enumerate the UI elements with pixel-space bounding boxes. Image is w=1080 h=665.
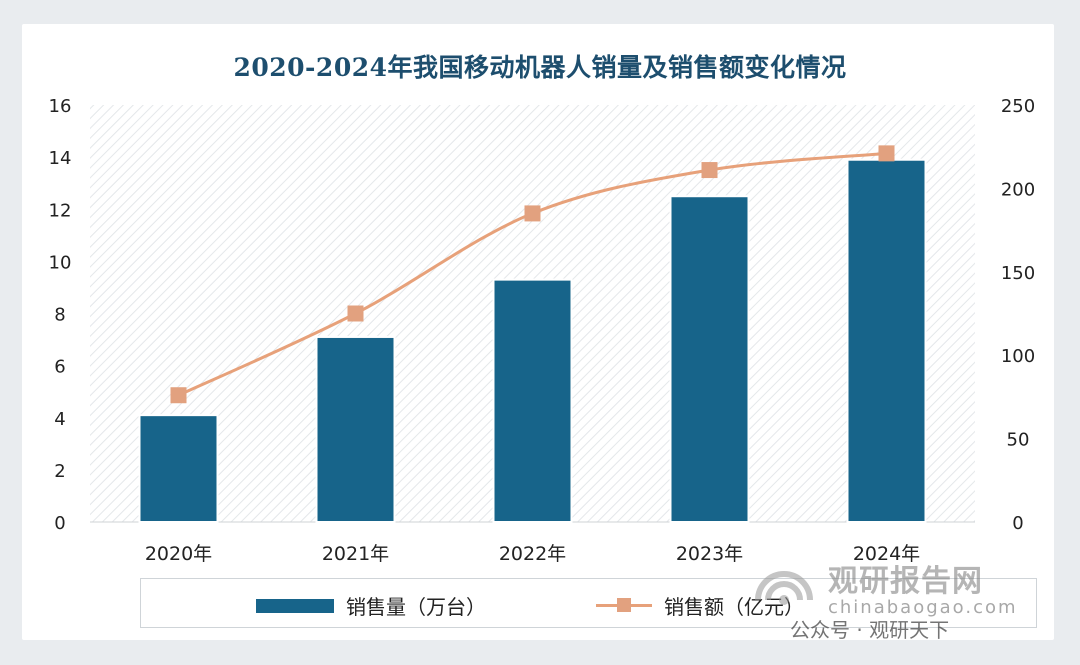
legend-line-swatch: [596, 598, 652, 612]
y-right-tick-label: 50: [1007, 430, 1030, 451]
x-tick-label: 2023年: [676, 543, 743, 565]
legend-label: 销售量（万台）: [346, 595, 486, 619]
point-sales-revenue: [524, 205, 541, 222]
bar-sales-volume: [846, 158, 927, 523]
point-sales-revenue: [170, 387, 187, 404]
y-left-tick-label: 14: [49, 148, 72, 169]
y-right-tick-label: 100: [1001, 346, 1035, 367]
y-left-tick-label: 6: [54, 357, 65, 378]
y-left-tick-label: 2: [54, 461, 65, 482]
x-tick-label: 2024年: [853, 543, 920, 565]
y-left-tick-label: 8: [54, 305, 65, 326]
y-left-tick-label: 12: [49, 200, 72, 221]
bar-sales-volume: [138, 414, 219, 523]
legend-bar-swatch: [256, 598, 334, 613]
legend-item-sales-volume: 销售量（万台）: [256, 591, 486, 620]
y-left-tick-label: 10: [49, 252, 72, 273]
x-tick-label: 2021年: [322, 543, 389, 565]
watermark-wechat: 公众号 · 观研天下: [790, 618, 950, 642]
point-sales-revenue: [347, 305, 364, 322]
x-tick-label: 2022年: [499, 543, 566, 565]
point-sales-revenue: [878, 145, 895, 162]
y-left-tick-label: 0: [54, 513, 65, 534]
bar-sales-volume: [669, 195, 750, 523]
y-right-tick-label: 150: [1001, 263, 1035, 284]
watermark-brand: 观研报告网: [828, 564, 983, 599]
y-right-tick-label: 0: [1012, 513, 1023, 534]
bar-sales-volume: [315, 335, 396, 523]
watermark-url: chinabaogao.com: [828, 597, 1018, 618]
y-left-tick-label: 4: [54, 409, 65, 430]
bar-sales-volume: [492, 278, 573, 523]
chart-title: 2020-2024年我国移动机器人销量及销售额变化情况: [233, 53, 847, 82]
legend: 销售量（万台） 销售额（亿元）: [140, 578, 1037, 628]
y-right-tick-label: 200: [1001, 179, 1035, 200]
watermark-logo-icon: [755, 571, 813, 605]
x-tick-label: 2020年: [145, 543, 212, 565]
y-right-tick-label: 250: [1001, 96, 1035, 117]
y-left-tick-label: 16: [49, 96, 72, 117]
point-sales-revenue: [701, 162, 718, 179]
